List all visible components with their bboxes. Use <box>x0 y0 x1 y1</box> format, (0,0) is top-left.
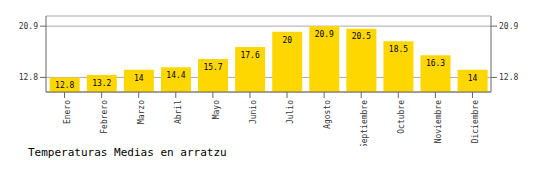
html-text:Temperaturas Medias en arratzu: Temperaturas Medias en arratzu <box>28 146 227 159</box>
svg-text:Diciembre: Diciembre <box>471 100 480 144</box>
svg-text:Marzo: Marzo <box>137 100 146 124</box>
svg-text:15.7: 15.7 <box>203 63 222 72</box>
svg-text:Noviembre: Noviembre <box>434 100 443 144</box>
svg-text:Febrero: Febrero <box>100 100 109 134</box>
svg-text:20.9: 20.9 <box>19 22 38 31</box>
svg-text:Enero: Enero <box>63 100 72 124</box>
svg-text:Septiembre: Septiembre <box>360 100 369 146</box>
svg-text:Agosto: Agosto <box>323 100 332 129</box>
svg-text:17.6: 17.6 <box>240 51 259 60</box>
svg-text:Abril: Abril <box>174 100 183 124</box>
svg-text:14: 14 <box>134 74 144 83</box>
svg-text:20: 20 <box>282 36 292 45</box>
svg-text:14.4: 14.4 <box>166 71 185 80</box>
svg-text:12.8: 12.8 <box>499 73 518 82</box>
svg-text:13.2: 13.2 <box>92 79 111 88</box>
svg-text:16.3: 16.3 <box>426 59 445 68</box>
svg-text:12.8: 12.8 <box>55 81 74 90</box>
svg-text:Junio: Junio <box>249 100 258 124</box>
svg-text:Octubre: Octubre <box>397 100 406 134</box>
svg-text:20.9: 20.9 <box>315 30 334 39</box>
svg-text:20.5: 20.5 <box>352 32 371 41</box>
svg-text:18.5: 18.5 <box>389 45 408 54</box>
svg-text:14: 14 <box>468 74 478 83</box>
svg-text:20.9: 20.9 <box>499 22 518 31</box>
svg-text:12.8: 12.8 <box>19 73 38 82</box>
svg-text:Julio: Julio <box>286 100 295 124</box>
svg-text:Mayo: Mayo <box>212 100 221 119</box>
